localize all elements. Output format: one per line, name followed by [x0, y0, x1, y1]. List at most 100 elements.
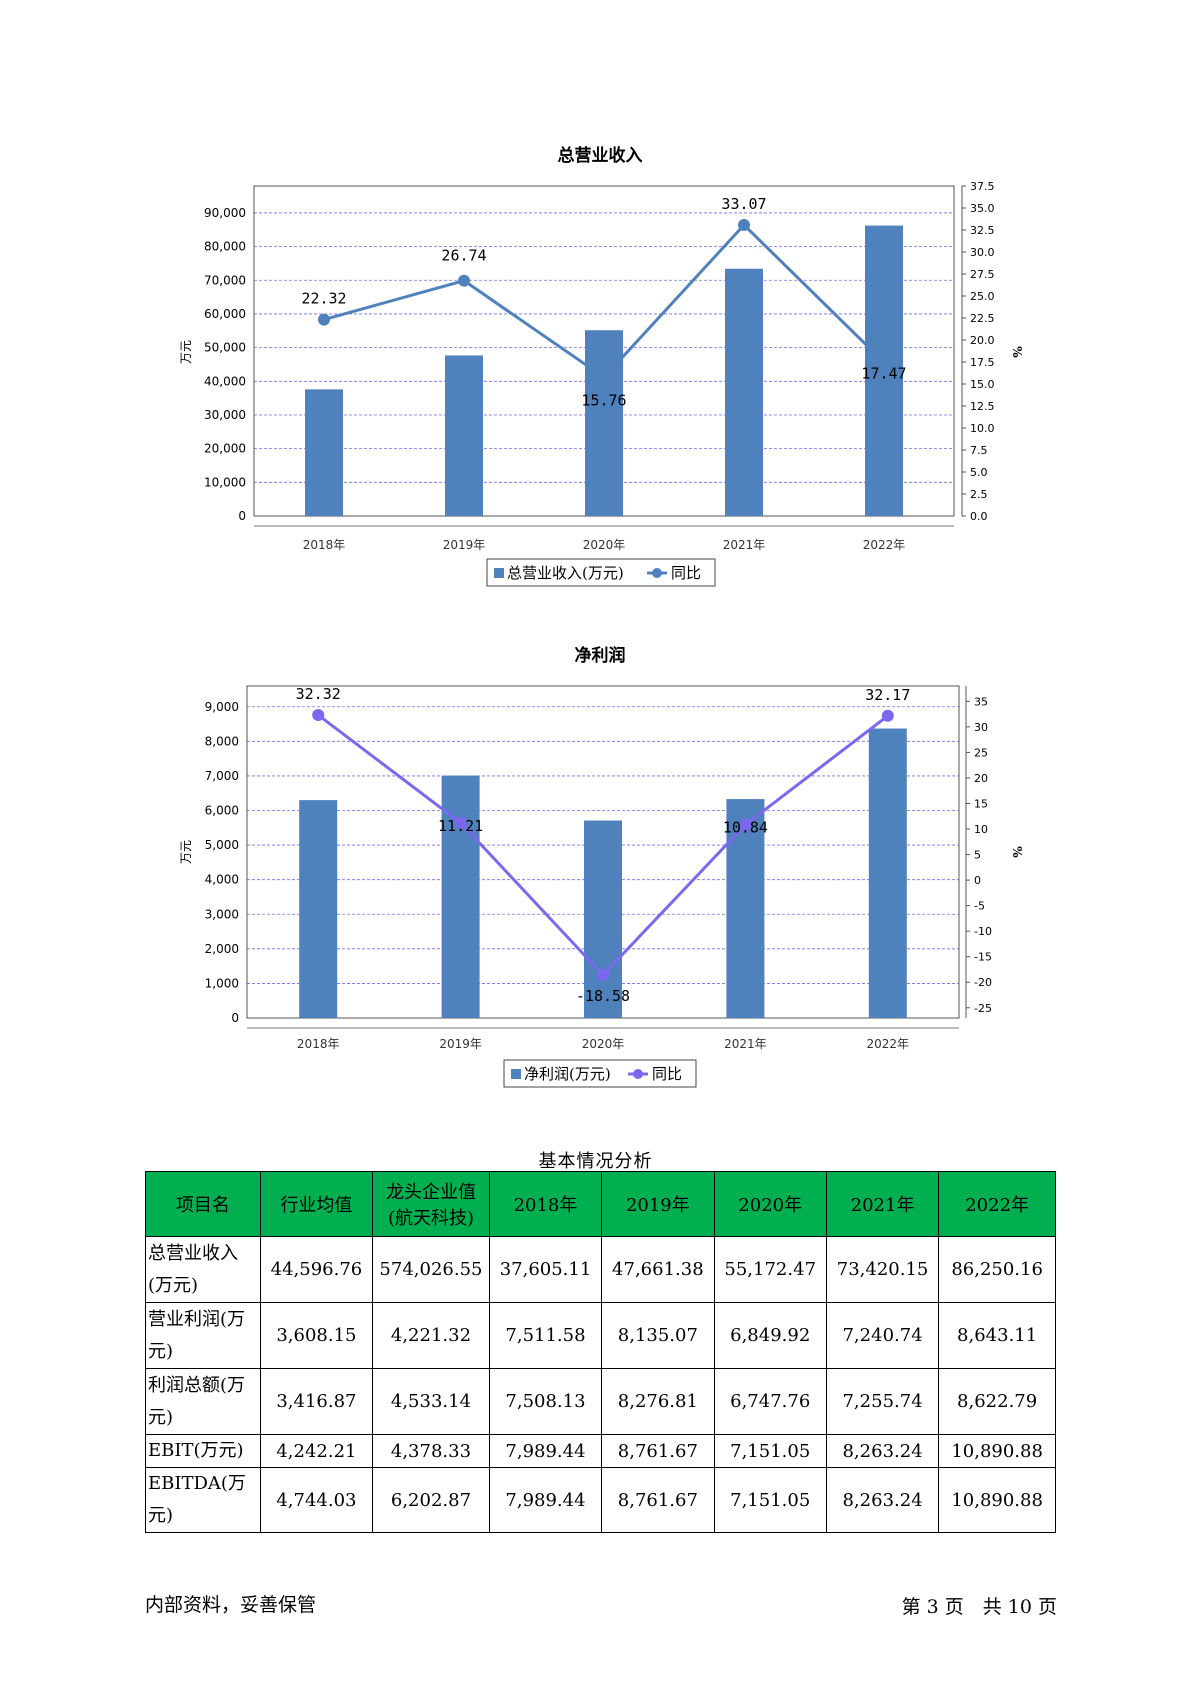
- y-axis-label: 万元: [179, 840, 193, 864]
- value-cell: 7,508.13: [488, 1368, 603, 1435]
- y-tick-label: 6,000: [205, 804, 239, 818]
- chart-title: 净利润: [575, 645, 626, 666]
- yoy-point: [597, 968, 609, 981]
- right-tick-label: 0.0: [970, 510, 988, 523]
- yoy-point: [454, 816, 467, 829]
- value-cell: 55,172.47: [713, 1236, 827, 1303]
- y-tick-label: 50,000: [204, 341, 246, 355]
- x-tick-label: 2019年: [443, 538, 486, 552]
- y-axis-label: 万元: [179, 340, 193, 364]
- yoy-data-label: 11.21: [438, 817, 483, 835]
- table-header-cell: 2019年: [601, 1171, 715, 1237]
- legend-line-marker: [652, 568, 662, 578]
- bar: [441, 775, 480, 1018]
- table-header-cell: 2021年: [825, 1171, 940, 1237]
- table-header-cell: 2018年: [488, 1171, 603, 1237]
- value-cell: 4,221.32: [372, 1302, 490, 1369]
- value-cell: 8,761.67: [601, 1434, 715, 1468]
- legend-bar-swatch: [494, 568, 504, 578]
- legend-box: [486, 558, 716, 587]
- bar: [585, 330, 623, 516]
- value-cell: 4,533.14: [372, 1368, 490, 1435]
- y-tick-label: 90,000: [204, 206, 246, 220]
- bar: [305, 389, 343, 516]
- y-tick-label: 5,000: [205, 838, 239, 852]
- bar: [299, 800, 338, 1018]
- right-tick-label: 17.5: [970, 356, 995, 369]
- value-cell: 47,661.38: [601, 1236, 715, 1303]
- table-caption: 基本情况分析: [538, 1151, 653, 1172]
- footer-confidential: 内部资料，妥善保管: [145, 1594, 317, 1616]
- y-tick-label: 8,000: [205, 734, 239, 748]
- row-name-cell: 总营业收入(万元): [145, 1236, 261, 1303]
- legend-line-label: 同比: [652, 1065, 682, 1083]
- row-name-cell: 营业利润(万元): [145, 1302, 261, 1369]
- right-tick-label: 12.5: [970, 400, 995, 413]
- yoy-point: [878, 356, 890, 369]
- value-cell: 8,263.24: [825, 1434, 940, 1468]
- yoy-data-label: 22.32: [301, 290, 346, 308]
- yoy-data-label: 26.74: [441, 247, 486, 265]
- bar: [445, 355, 483, 516]
- y-tick-label: 7,000: [205, 769, 239, 783]
- y-tick-label: 40,000: [204, 374, 246, 388]
- right-tick-label: 32.5: [970, 224, 995, 237]
- right-tick-label: -25: [974, 1002, 992, 1015]
- row-name-cell: EBIT(万元): [145, 1434, 261, 1468]
- x-tick-label: 2018年: [297, 1037, 340, 1051]
- right-tick-label: 25.0: [970, 290, 995, 303]
- bar: [865, 225, 903, 516]
- yoy-point: [881, 709, 894, 722]
- yoy-point: [312, 709, 325, 722]
- value-cell: 7,151.05: [713, 1467, 827, 1533]
- value-cell: 86,250.16: [938, 1236, 1056, 1303]
- table-row: 总营业收入(万元) 44,596.76 574,026.55 37,605.11 47,…: [145, 1236, 1056, 1303]
- value-cell: 3,608.15: [259, 1302, 374, 1369]
- yoy-point: [738, 218, 750, 231]
- y-tick-label: 0: [231, 1011, 239, 1025]
- right-tick-label: 22.5: [970, 312, 995, 325]
- x-tick-label: 2022年: [867, 1037, 910, 1051]
- right-tick-label: -20: [974, 976, 992, 989]
- x-tick-label: 2019年: [439, 1037, 482, 1051]
- x-tick-label: 2020年: [583, 538, 626, 552]
- x-tick-label: 2021年: [723, 538, 766, 552]
- table-header-cell: 2022年: [938, 1171, 1056, 1237]
- legend-line-label: 同比: [671, 564, 701, 582]
- legend-box: [503, 1059, 697, 1088]
- legend-bar-label: 总营业收入(万元): [507, 564, 624, 582]
- right-tick-label: 35: [974, 695, 988, 708]
- value-cell: 8,135.07: [601, 1302, 715, 1369]
- net-profit-chart: 净利润 0 1,000 2,000 3,000 4,000 5,000 6,000 7,000 8…: [179, 645, 1024, 1088]
- value-cell: 7,511.58: [488, 1302, 603, 1369]
- value-cell: 73,420.15: [825, 1236, 940, 1303]
- legend-bar-swatch: [511, 1069, 521, 1079]
- value-cell: 7,151.05: [713, 1434, 827, 1468]
- bar: [725, 268, 763, 516]
- yoy-point: [458, 274, 470, 287]
- y-tick-label: 1,000: [205, 976, 239, 990]
- right-tick-label: 5: [974, 849, 981, 862]
- basic-analysis-table: 项目名 行业均值 龙头企业值(航天科技) 2018年 2019年 2020年 2021年 20…: [145, 1171, 1056, 1533]
- chart-title: 总营业收入: [558, 145, 643, 166]
- value-cell: 6,747.76: [713, 1368, 827, 1435]
- y-tick-label: 3,000: [205, 907, 239, 921]
- charts-canvas: 总营业收入 0 10,000 20,000 30,000 40,000 50,000 60,0…: [179, 145, 1024, 1088]
- bar: [726, 799, 765, 1018]
- legend-bar-label: 净利润(万元): [524, 1065, 611, 1083]
- value-cell: 4,242.21: [259, 1434, 374, 1468]
- y-tick-label: 2,000: [205, 942, 239, 956]
- y-tick-label: 4,000: [205, 873, 239, 887]
- footer-page-number: 第 3 页 共 10 页: [901, 1596, 1057, 1618]
- x-tick-label: 2018年: [303, 538, 346, 552]
- table-header-row: 项目名 行业均值 龙头企业值(航天科技) 2018年 2019年 2020年 2021年 20…: [145, 1171, 1056, 1237]
- value-cell: 7,255.74: [825, 1368, 940, 1435]
- right-tick-label: -15: [974, 951, 992, 964]
- table-row: 利润总额(万元) 3,416.87 4,533.14 7,508.13 8,276.81…: [145, 1368, 1056, 1435]
- value-cell: 3,416.87: [259, 1368, 374, 1435]
- right-tick-label: 25: [974, 746, 988, 759]
- yoy-data-label: 17.47: [861, 364, 906, 382]
- y-tick-label: 80,000: [204, 240, 246, 254]
- table-header-cell: 行业均值: [259, 1171, 374, 1237]
- value-cell: 8,761.67: [601, 1467, 715, 1533]
